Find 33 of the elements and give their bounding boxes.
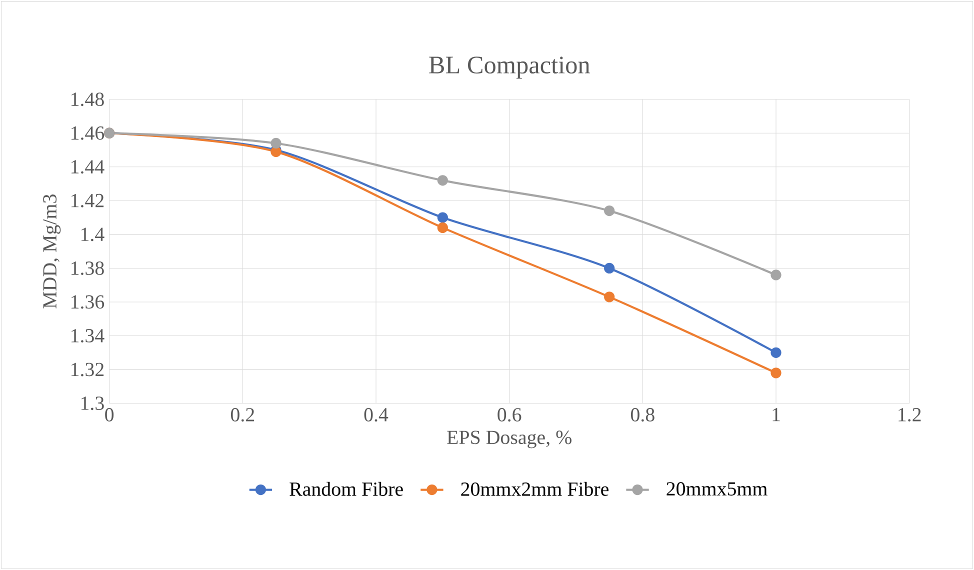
x-tick-label: 1.2: [898, 408, 921, 422]
y-tick-label: 1.46: [72, 126, 104, 140]
y-tick-label: 1.44: [72, 160, 104, 174]
point: [604, 292, 615, 302]
y-tick-label: 1.36: [72, 295, 104, 309]
point: [437, 212, 448, 223]
point: [604, 262, 615, 274]
point: [604, 205, 615, 216]
point: [770, 368, 782, 378]
x-tick-label: 0: [105, 408, 114, 422]
y-tick-label: 1.4: [81, 228, 104, 242]
x-tick-label: 0.2: [230, 408, 254, 422]
point: [437, 222, 448, 234]
point: [437, 175, 448, 186]
y-tick-label: 1.42: [72, 194, 104, 208]
y-tick-label: 1.34: [72, 329, 104, 343]
point: [770, 270, 782, 280]
legend-label: Random Fibre: [290, 482, 403, 496]
x-tick-label: 0.4: [364, 408, 388, 422]
point: [770, 347, 782, 358]
point: [270, 138, 282, 149]
chart-title: BL Compaction: [429, 56, 590, 79]
y-tick-label: 1.48: [72, 92, 104, 106]
x-axis-title: EPS Dosage, %: [447, 430, 572, 448]
x-tick-label: 1: [772, 408, 780, 422]
y-tick-label: 1.38: [72, 261, 104, 275]
y-axis-title: MDD, Mg/m3: [43, 194, 61, 308]
x-tick-label: 0.8: [630, 408, 654, 422]
legend-label: 20mmx5mm: [666, 482, 768, 496]
legend-label: 20mmx2mm Fibre: [461, 482, 608, 496]
y-tick-label: 1.3: [81, 396, 104, 410]
y-tick-label: 1.32: [72, 362, 104, 376]
x-tick-label: 0.6: [498, 408, 522, 422]
